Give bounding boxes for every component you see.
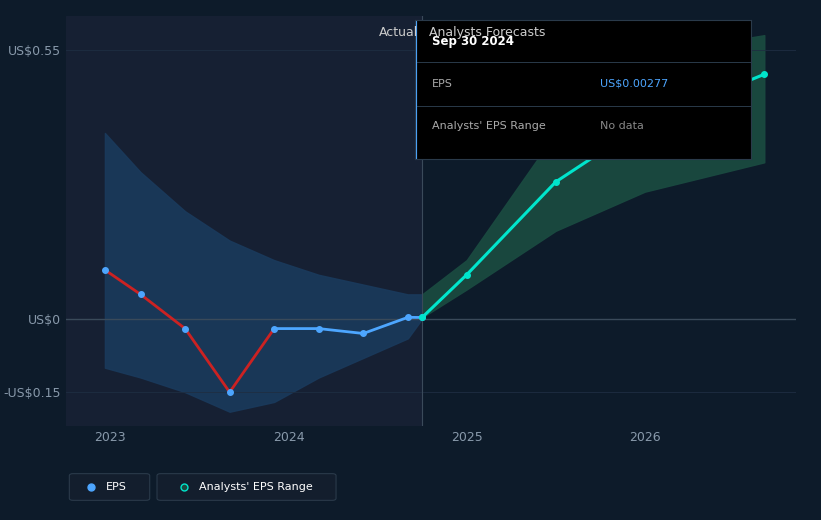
Text: Actual: Actual xyxy=(379,26,419,39)
Bar xyxy=(66,16,422,426)
Text: EPS: EPS xyxy=(106,482,126,492)
Text: Analysts Forecasts: Analysts Forecasts xyxy=(429,26,546,39)
Text: Analysts' EPS Range: Analysts' EPS Range xyxy=(199,482,313,492)
FancyBboxPatch shape xyxy=(69,474,149,500)
FancyBboxPatch shape xyxy=(157,474,336,500)
